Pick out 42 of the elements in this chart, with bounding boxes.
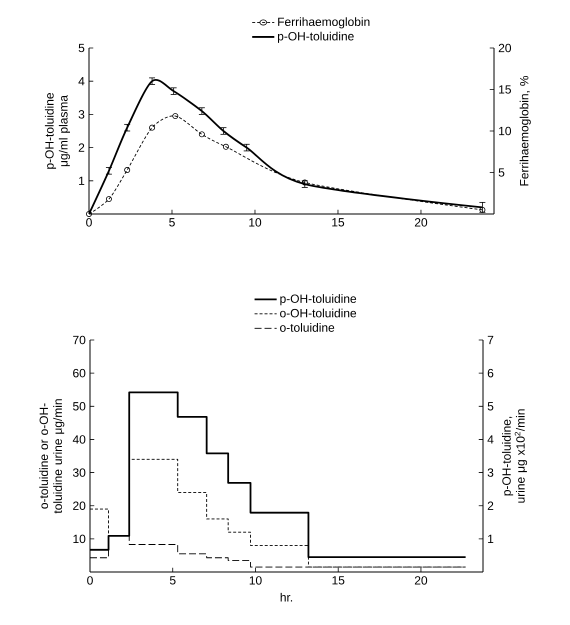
y2-tick-label: 1 xyxy=(488,534,494,543)
y-tick-label: 60 xyxy=(73,368,86,378)
x-tick-label: 15 xyxy=(332,218,344,227)
y2-axis-title: Ferrihaemoglobin, % xyxy=(520,76,531,186)
y-tick-label: 2 xyxy=(78,143,84,152)
y2-tick-label: 4 xyxy=(487,435,494,444)
y2-tick-label: 3 xyxy=(488,468,494,477)
legend-label: p-OH-toluidine xyxy=(280,294,356,306)
legend-label: p-OH-toluidine xyxy=(278,32,354,43)
x-tick-label: 0 xyxy=(86,218,92,227)
y2-tick-label: 20 xyxy=(498,44,512,52)
y-tick-label: 1 xyxy=(79,176,84,185)
y-tick-label: 50 xyxy=(73,402,86,411)
x-tick-label: 10 xyxy=(249,218,262,227)
x-tick-label: 15 xyxy=(332,576,344,585)
x-tick-label: 20 xyxy=(414,576,428,585)
x-axis-title: hr. xyxy=(280,592,292,602)
y2-tick-label: 7 xyxy=(488,336,494,344)
y2-tick-label: 5 xyxy=(488,402,494,410)
y2-tick-label: 2 xyxy=(488,502,494,510)
y-tick-label: 3 xyxy=(78,110,84,119)
y-tick-label: 5 xyxy=(78,44,84,52)
y-tick-label: 30 xyxy=(72,468,86,477)
legend-label: o-toluidine xyxy=(280,323,334,332)
x-tick-label: 5 xyxy=(169,218,175,227)
y-tick-label: 70 xyxy=(73,336,86,344)
y2-tick-label: 6 xyxy=(488,368,494,378)
legend-label: Ferrihaemoglobin xyxy=(278,17,370,28)
x-tick-label: 0 xyxy=(87,576,93,585)
y2-tick-label: 5 xyxy=(498,168,504,177)
y2-tick-label: 15 xyxy=(499,85,511,94)
y-tick-label: 10 xyxy=(73,534,86,544)
x-tick-label: 10 xyxy=(250,576,262,585)
y-axis-title: p-OH-toluidine μg/ml plasma xyxy=(44,93,70,169)
x-tick-label: 5 xyxy=(170,576,176,585)
y-tick-label: 4 xyxy=(78,77,84,86)
y-axis-title: o-toluidine or o-OH-toluidine urine μg/min xyxy=(39,399,64,514)
y-tick-label: 20 xyxy=(73,501,86,510)
y-tick-label: 40 xyxy=(72,435,86,444)
legend-label: o-OH-toluidine xyxy=(280,308,356,318)
y2-tick-label: 10 xyxy=(499,126,512,136)
x-tick-label: 20 xyxy=(414,218,428,227)
